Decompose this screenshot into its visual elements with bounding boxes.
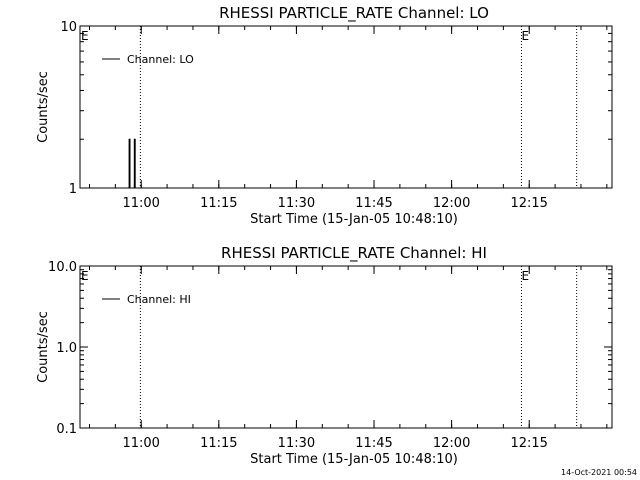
event-marker-label: E — [521, 29, 529, 43]
series-line — [128, 138, 136, 189]
edge-marker-label: E — [81, 29, 89, 43]
x-tick-label: 12:15 — [510, 436, 547, 451]
x-tick-label: 11:30 — [278, 436, 315, 451]
edge-marker-label: E — [81, 269, 89, 283]
x-tick-label: 11:45 — [355, 436, 392, 451]
y-tick-label: 10 — [60, 20, 77, 35]
x-tick-label: 11:45 — [355, 196, 392, 211]
x-axis-label: Start Time (15-Jan-05 10:48:10) — [250, 452, 458, 467]
x-tick-label: 12:00 — [433, 436, 470, 451]
footer-timestamp: 14-Oct-2021 00:54 — [561, 468, 637, 477]
x-tick-label: 11:15 — [200, 196, 237, 211]
y-tick-label: 1.0 — [56, 341, 77, 356]
chart-panel-hi: RHESSI PARTICLE_RATE Channel: HI 11:00 11:… — [36, 244, 613, 467]
x-tick-label: 12:00 — [433, 196, 470, 211]
chart-title: RHESSI PARTICLE_RATE Channel: LO — [219, 4, 489, 23]
chart-title: RHESSI PARTICLE_RATE Channel: HI — [221, 244, 487, 263]
y-tick-label: 1 — [69, 182, 77, 197]
y-tick-label: 10.0 — [48, 260, 77, 275]
x-tick-label: 11:00 — [122, 436, 159, 451]
x-tick-label: 11:00 — [122, 196, 159, 211]
legend-entry: Channel: LO — [127, 53, 194, 66]
y-axis-label: Counts/sec — [36, 71, 51, 143]
plot-frame — [79, 25, 613, 189]
legend-entry: Channel: HI — [127, 293, 191, 306]
x-tick-label: 12:15 — [510, 196, 547, 211]
chart-panel-lo: RHESSI PARTICLE_RATE Channel: LO 11:00 11:… — [36, 4, 613, 227]
y-axis-label: Counts/sec — [36, 311, 51, 383]
plot-frame — [79, 265, 613, 429]
y-tick-label: 0.1 — [56, 422, 77, 437]
x-tick-label: 11:30 — [278, 196, 315, 211]
x-axis-label: Start Time (15-Jan-05 10:48:10) — [250, 212, 458, 227]
x-tick-label: 11:15 — [200, 436, 237, 451]
event-marker-label: E — [521, 269, 529, 283]
